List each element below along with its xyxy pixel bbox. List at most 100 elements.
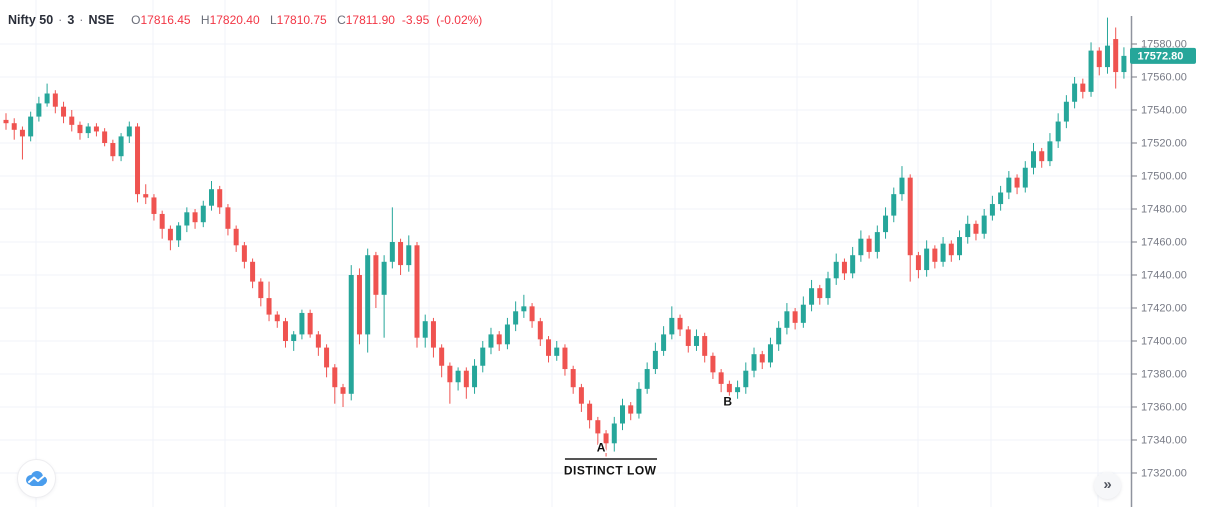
candle-body <box>792 311 798 323</box>
price-tick-label: 17500.00 <box>1141 171 1187 183</box>
candle-body <box>1088 50 1094 92</box>
scroll-right-button[interactable]: » <box>1094 472 1121 499</box>
candle-body <box>735 387 741 393</box>
candle-body <box>620 405 625 424</box>
candle-body <box>496 334 502 345</box>
annotation-label-b[interactable]: B <box>722 393 734 410</box>
candle-body <box>702 336 708 356</box>
candle-body <box>299 312 305 335</box>
candle-body <box>266 298 272 315</box>
candle-body <box>669 317 675 335</box>
candle-body <box>250 261 256 282</box>
price-scale[interactable]: 17580.00 17560.00 17540.00 17520.00 17500.00… <box>1130 16 1187 507</box>
open-value: 17816.45 <box>140 13 191 27</box>
candle-body <box>636 388 642 414</box>
candle-body <box>233 228 239 246</box>
candle-body <box>529 306 535 322</box>
candle-body <box>521 306 527 312</box>
candle-body <box>874 232 880 252</box>
candle-body <box>907 177 913 256</box>
price-tick-label: 17520.00 <box>1141 138 1187 150</box>
candle-body <box>1039 151 1045 162</box>
annotation-label-a[interactable]: A <box>595 439 607 456</box>
candle-body <box>899 177 905 195</box>
candle-body <box>307 312 313 335</box>
candle-body <box>258 281 264 299</box>
symbol-name[interactable]: Nifty 50 <box>8 13 54 27</box>
candle-body <box>1121 55 1127 73</box>
price-tick-label: 17360.00 <box>1141 402 1187 414</box>
candle-body <box>1104 45 1110 68</box>
candle-body <box>159 213 165 229</box>
candle-body <box>455 370 461 383</box>
candle-body <box>447 365 453 383</box>
candle-body <box>332 367 338 388</box>
candle-body <box>603 433 609 444</box>
low-value: 17810.75 <box>276 13 327 27</box>
candle-body <box>866 238 872 252</box>
candle-body <box>948 243 954 256</box>
candle-body <box>274 314 280 322</box>
candle-body <box>965 223 971 238</box>
symbol-legend[interactable]: Nifty 50 · 3 · NSE O17816.45 H17820.40 L… <box>8 13 482 27</box>
candle-body <box>1047 141 1053 162</box>
price-tick-label: 17440.00 <box>1141 270 1187 282</box>
candle-body <box>422 321 428 338</box>
candle-body <box>932 248 938 262</box>
candle-body <box>973 223 979 234</box>
candle-body <box>1096 50 1102 68</box>
candle-body <box>825 278 831 299</box>
candle-body <box>472 365 478 388</box>
candle-body <box>28 116 34 137</box>
candle-body <box>135 126 141 195</box>
candle-body <box>628 405 634 414</box>
candle-body <box>1080 83 1086 92</box>
price-tick-label: 17480.00 <box>1141 204 1187 216</box>
candle-body <box>693 336 699 346</box>
candle-body <box>192 212 198 223</box>
last-price-box <box>1130 47 1196 64</box>
candle-body <box>759 354 765 363</box>
candle-body <box>19 129 25 137</box>
candle-body <box>1006 177 1012 193</box>
candle-body <box>595 420 601 434</box>
candle-body <box>110 143 116 157</box>
candle-body <box>118 136 124 157</box>
candle-body <box>710 355 716 373</box>
candle-body <box>389 242 395 262</box>
candle-body <box>570 369 576 388</box>
interval-value[interactable]: 3 <box>67 13 75 27</box>
candle-body <box>891 194 897 216</box>
price-tick-label: 17340.00 <box>1141 435 1187 447</box>
candle-body <box>61 106 67 117</box>
candle-body <box>809 288 815 305</box>
candle-body <box>850 255 856 274</box>
candle-body <box>677 317 683 330</box>
candle-body <box>282 321 288 341</box>
candle-body <box>989 204 995 216</box>
candle-body <box>784 311 790 328</box>
candle-body <box>817 288 823 299</box>
double-chevron-right-icon: » <box>1103 476 1112 493</box>
candle-body <box>480 347 486 366</box>
candle-body <box>414 245 420 338</box>
legend-separator: · <box>58 13 63 27</box>
candle-body <box>858 238 864 256</box>
high-label: H <box>200 13 210 27</box>
candle-body <box>3 119 9 124</box>
candle-body <box>69 116 75 125</box>
candle-body <box>439 347 445 366</box>
cloud-chart-logo-icon <box>25 470 48 487</box>
price-tick-label: 17400.00 <box>1141 336 1187 348</box>
candle-body <box>776 327 782 345</box>
candle-body <box>957 237 963 256</box>
candle-body <box>554 347 560 356</box>
candle-body <box>504 324 510 345</box>
candle-body <box>126 126 132 137</box>
candle-body <box>915 255 921 271</box>
annotation-label-distinct-low[interactable]: DISTINCT LOW <box>562 462 657 479</box>
broker-logo-button[interactable] <box>17 459 56 498</box>
candle-body <box>1031 151 1036 168</box>
candle-body <box>1022 167 1028 188</box>
